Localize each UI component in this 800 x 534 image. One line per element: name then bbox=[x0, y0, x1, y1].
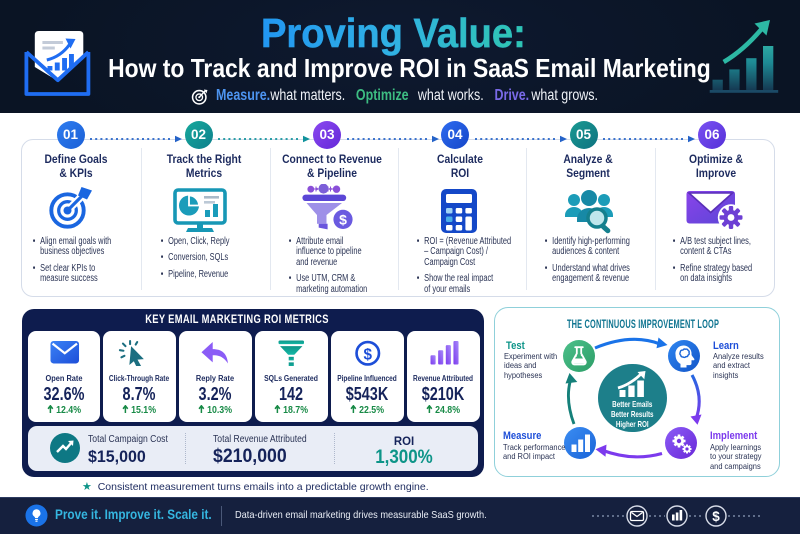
svg-text:$: $ bbox=[364, 346, 373, 363]
svg-text:$: $ bbox=[339, 212, 347, 228]
svg-text:$: $ bbox=[712, 509, 720, 524]
